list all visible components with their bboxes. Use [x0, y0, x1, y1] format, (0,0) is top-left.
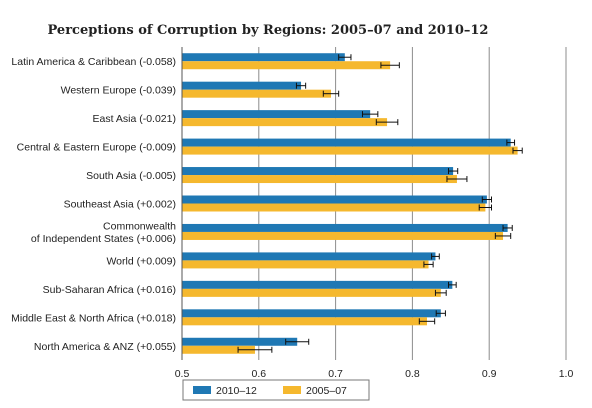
error-bar: [506, 139, 516, 146]
x-tick-labels: 0.5 0.6 0.7 0.8 0.9 1.0: [175, 368, 574, 380]
legend-box: [182, 379, 370, 401]
bar: [182, 89, 331, 98]
legend-swatch: [283, 386, 301, 394]
x-tick-label: 0.8: [405, 368, 420, 380]
legend-swatch: [193, 386, 211, 394]
bar: [182, 337, 298, 346]
category-label-line: Commonwealth: [103, 221, 176, 233]
bar: [182, 345, 255, 354]
error-bar: [418, 318, 436, 325]
category-label: Middle East & North Africa (+0.018): [11, 312, 176, 324]
error-bar: [237, 346, 273, 353]
error-bar: [380, 62, 400, 69]
error-bar: [322, 90, 340, 97]
category-label-line: Southeast Asia (+0.002): [64, 199, 176, 211]
bar: [182, 223, 508, 232]
category-label-line: Central & Eastern Europe (-0.009): [17, 142, 176, 154]
bar: [182, 203, 486, 212]
error-bar: [361, 111, 379, 118]
error-bar: [431, 253, 440, 260]
bar: [182, 118, 388, 127]
legend-label: 2005–07: [306, 385, 347, 397]
category-label: Central & Eastern Europe (-0.009): [17, 142, 176, 154]
category-label: World (+0.009): [106, 255, 176, 267]
x-tick-label: 0.7: [328, 368, 343, 380]
category-label-line: East Asia (-0.021): [93, 113, 176, 125]
error-bar: [478, 204, 493, 211]
bar: [182, 61, 391, 70]
category-label: Latin America & Caribbean (-0.058): [11, 56, 176, 68]
error-bar: [512, 147, 523, 154]
category-label-line: Western Europe (-0.039): [61, 85, 176, 97]
error-bars: [237, 54, 523, 353]
bar: [182, 260, 429, 269]
bar: [182, 167, 454, 176]
error-bar: [502, 224, 513, 231]
error-bar: [481, 196, 493, 203]
error-bar: [446, 176, 468, 183]
error-bar: [423, 261, 434, 268]
category-label-line: North America & ANZ (+0.055): [34, 341, 176, 353]
bar: [182, 231, 504, 240]
category-label: Western Europe (-0.039): [61, 85, 176, 97]
legend: 2010–12 2005–07: [182, 379, 370, 401]
error-bar: [285, 338, 310, 345]
category-labels: Latin America & Caribbean (-0.058) Wester…: [11, 56, 176, 353]
category-label-line: Sub-Saharan Africa (+0.016): [43, 284, 176, 296]
x-tick-label: 0.9: [482, 368, 497, 380]
chart-title: Perceptions of Corruption by Regions: 20…: [48, 23, 489, 38]
bar: [182, 317, 427, 326]
x-tick-label: 1.0: [559, 368, 574, 380]
category-label-line: South Asia (-0.005): [86, 170, 176, 182]
category-label: Sub-Saharan Africa (+0.016): [43, 284, 176, 296]
x-tick-label: 0.6: [251, 368, 266, 380]
category-label: South Asia (-0.005): [86, 170, 176, 182]
x-tick-label: 0.5: [175, 368, 190, 380]
bar-groups: [182, 53, 518, 354]
error-bar: [447, 281, 457, 288]
error-bar: [447, 168, 459, 175]
bar: [182, 175, 457, 184]
error-bar: [295, 82, 307, 89]
bar: [182, 280, 453, 289]
bar: [182, 288, 441, 297]
category-label-line: Latin America & Caribbean (-0.058): [11, 56, 176, 68]
bar: [182, 252, 436, 261]
bar: [182, 195, 487, 204]
category-label-line: Middle East & North Africa (+0.018): [11, 312, 176, 324]
error-bar: [435, 310, 446, 317]
error-bar: [434, 289, 447, 296]
bar: [182, 138, 511, 147]
bar: [182, 53, 345, 62]
category-label: Commonwealth of Independent States (+0.00…: [31, 221, 176, 246]
error-bar: [494, 232, 512, 239]
legend-label: 2010–12: [216, 385, 257, 397]
category-label-line: World (+0.009): [106, 255, 176, 267]
bar: [182, 146, 518, 155]
category-label: Southeast Asia (+0.002): [64, 199, 176, 211]
bar: [182, 110, 371, 119]
error-bar: [338, 54, 352, 61]
category-label: North America & ANZ (+0.055): [34, 341, 176, 353]
bar: [182, 309, 441, 318]
category-label-line: of Independent States (+0.006): [31, 233, 176, 245]
error-bar: [375, 119, 399, 126]
category-label: East Asia (-0.021): [93, 113, 176, 125]
bar: [182, 81, 302, 90]
